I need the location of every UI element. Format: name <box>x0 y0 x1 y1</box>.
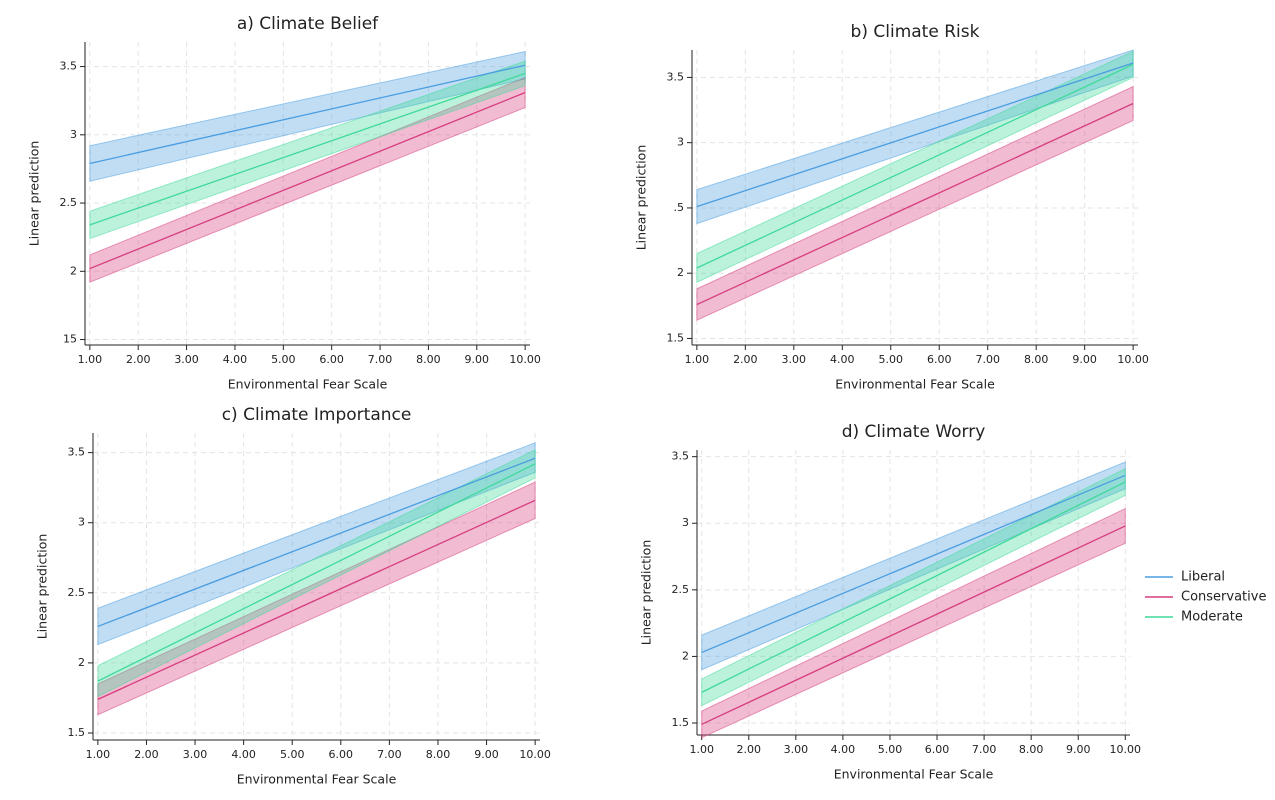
line <box>701 525 1126 725</box>
x-axis-label: Environmental Fear Scale <box>835 377 995 392</box>
x-tick-label: 5.00 <box>271 353 296 366</box>
y-axis-label: Linear prediction <box>27 141 42 247</box>
chart-title: c) Climate Importance <box>222 405 412 425</box>
y-tick-label: 2 <box>677 266 684 279</box>
x-tick-label: 10.00 <box>519 748 551 761</box>
line <box>97 463 536 682</box>
x-tick-label: 1.00 <box>685 353 710 366</box>
x-tick-label: 5.00 <box>879 353 904 366</box>
line <box>89 91 526 270</box>
x-tick-label: 8.00 <box>1019 743 1044 756</box>
x-tick-label: 4.00 <box>830 353 855 366</box>
line <box>696 102 1134 306</box>
x-tick-label: 3.00 <box>174 353 199 366</box>
x-tick-label: 3.00 <box>183 748 208 761</box>
legend-label: Liberal <box>1181 570 1225 585</box>
x-tick-label: 4.00 <box>231 748 256 761</box>
chart-title: a) Climate Belief <box>237 14 379 34</box>
chart-title: b) Climate Risk <box>851 22 980 42</box>
line <box>696 62 1134 208</box>
x-tick-label: 6.00 <box>927 353 952 366</box>
x-tick-label: 6.00 <box>329 748 354 761</box>
y-tick-label: 1.5 <box>667 331 685 344</box>
y-tick-label: 15 <box>63 333 77 346</box>
x-tick-label: 1.00 <box>689 743 714 756</box>
legend-label: Conservative <box>1181 590 1266 605</box>
y-tick-label: 2.5 <box>60 196 78 209</box>
x-tick-label: 2.00 <box>737 743 762 756</box>
y-tick-label: 2.5 <box>68 586 86 599</box>
x-tick-label: 3.00 <box>784 743 809 756</box>
y-tick-label: 1.5 <box>672 716 690 729</box>
y-tick-label: 3.5 <box>60 60 78 73</box>
y-tick-label: 3 <box>677 136 684 149</box>
line <box>701 474 1126 654</box>
confidence-band <box>696 49 1134 225</box>
x-tick-label: 6.00 <box>925 743 950 756</box>
y-axis-label: Linear prediction <box>634 145 649 251</box>
legend-label: Moderate <box>1181 610 1243 625</box>
x-tick-label: 6.00 <box>319 353 344 366</box>
chart-title: d) Climate Worry <box>842 422 986 442</box>
x-tick-label: 1.00 <box>78 353 103 366</box>
x-tick-label: 8.00 <box>416 353 441 366</box>
y-tick-label: 2 <box>70 264 77 277</box>
x-tick-label: 1.00 <box>86 748 111 761</box>
x-tick-label: 10.00 <box>1110 743 1142 756</box>
line <box>696 63 1134 269</box>
y-tick-label: 2 <box>682 649 689 662</box>
line <box>701 481 1126 693</box>
line <box>97 499 536 700</box>
y-tick-label: 1.5 <box>68 726 86 739</box>
x-tick-label: 7.00 <box>975 353 1000 366</box>
line <box>97 457 536 628</box>
y-tick-label: 2.5 <box>672 583 690 596</box>
y-axis-label: Linear prediction <box>35 534 50 640</box>
line <box>89 72 526 226</box>
y-tick-label: 2 <box>78 656 85 669</box>
x-tick-label: 7.00 <box>972 743 997 756</box>
x-tick-label: 8.00 <box>1024 353 1049 366</box>
x-tick-label: 3.00 <box>782 353 807 366</box>
y-tick-label: 3 <box>70 128 77 141</box>
x-axis-label: Environmental Fear Scale <box>834 767 994 782</box>
y-tick-label: 3.5 <box>68 446 86 459</box>
x-tick-label: 9.00 <box>1066 743 1091 756</box>
x-axis-label: Environmental Fear Scale <box>237 772 397 787</box>
y-tick-label: 3.5 <box>672 450 690 463</box>
x-tick-label: 9.00 <box>465 353 490 366</box>
x-tick-label: 7.00 <box>377 748 402 761</box>
x-tick-label: 4.00 <box>223 353 248 366</box>
y-tick-label: 3 <box>682 516 689 529</box>
y-axis-label: Linear prediction <box>639 540 654 646</box>
x-tick-label: 10.00 <box>509 353 541 366</box>
x-tick-label: 5.00 <box>280 748 305 761</box>
y-tick-label: .5 <box>674 201 685 214</box>
x-tick-label: 2.00 <box>134 748 159 761</box>
x-tick-label: 9.00 <box>1072 353 1097 366</box>
x-tick-label: 5.00 <box>878 743 903 756</box>
x-axis-label: Environmental Fear Scale <box>228 377 388 392</box>
line <box>89 64 526 165</box>
confidence-band <box>701 507 1126 739</box>
x-tick-label: 9.00 <box>474 748 499 761</box>
x-tick-label: 2.00 <box>733 353 758 366</box>
x-tick-label: 8.00 <box>426 748 451 761</box>
x-tick-label: 4.00 <box>831 743 856 756</box>
confidence-band <box>89 50 526 182</box>
x-tick-label: 10.00 <box>1117 353 1149 366</box>
y-tick-label: 3.5 <box>667 70 685 83</box>
y-tick-label: 3 <box>78 516 85 529</box>
x-tick-label: 2.00 <box>126 353 151 366</box>
confidence-band <box>701 461 1126 671</box>
x-tick-label: 7.00 <box>368 353 393 366</box>
confidence-band <box>97 442 536 646</box>
